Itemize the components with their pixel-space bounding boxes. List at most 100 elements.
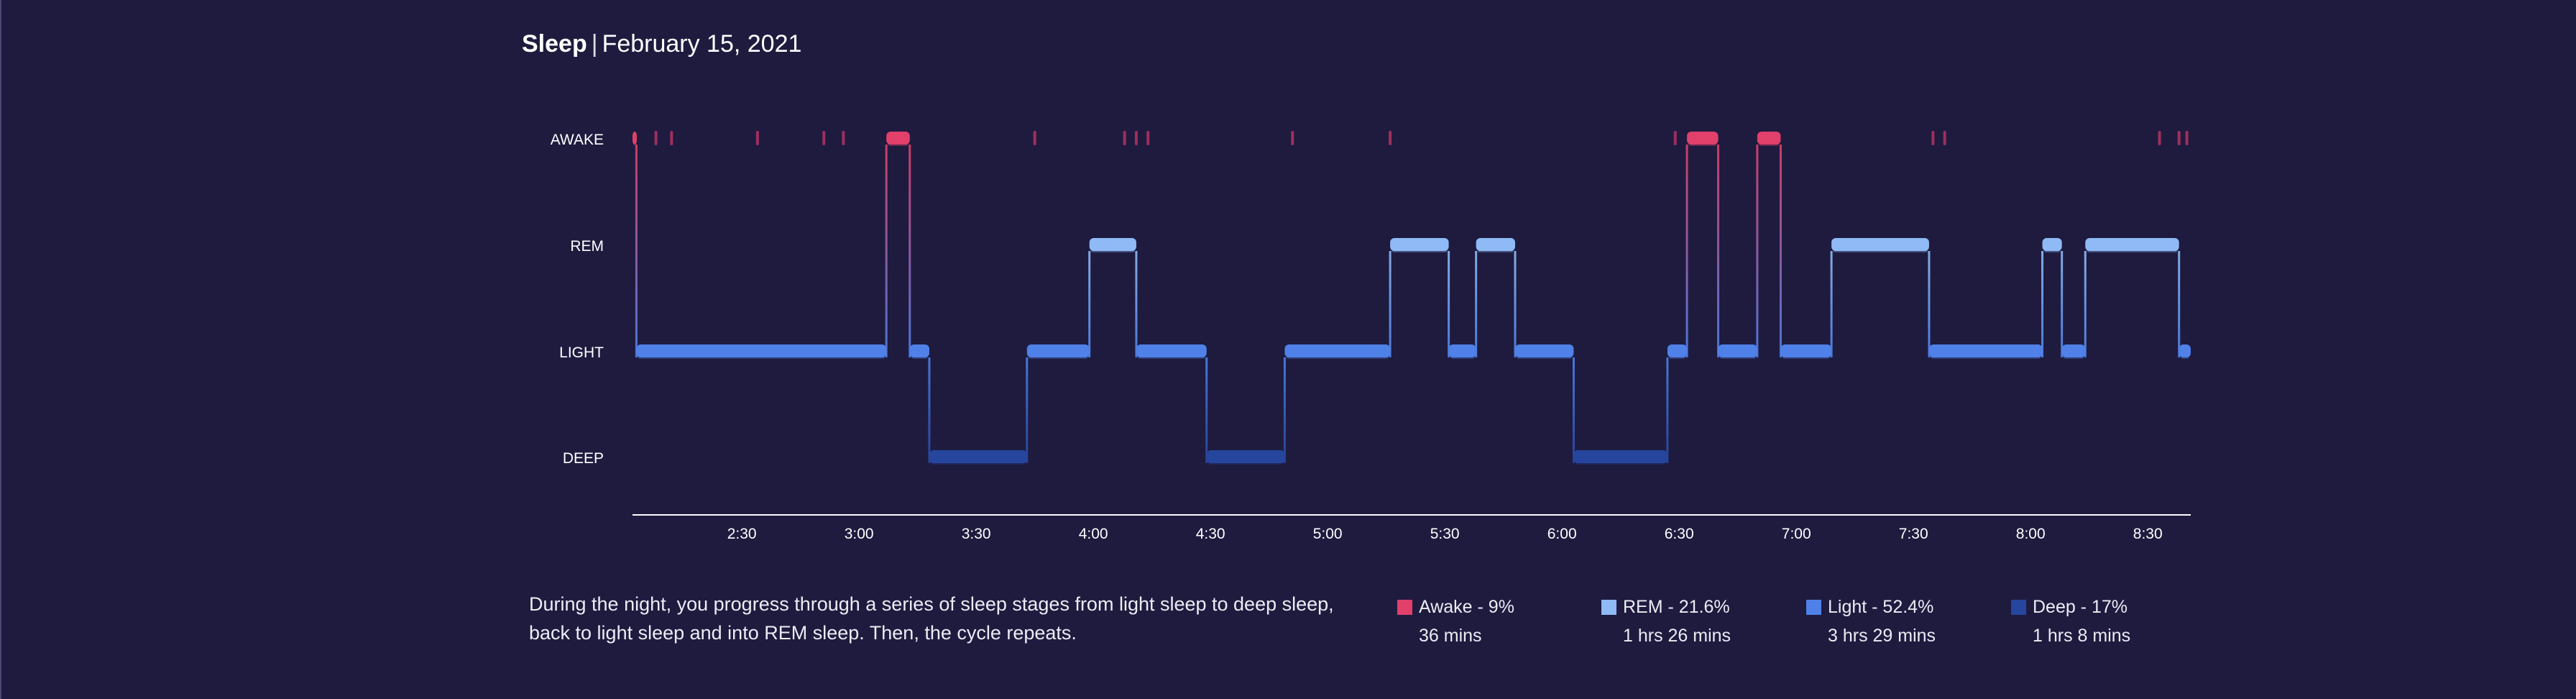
brief-awakening-tick (1146, 131, 1150, 145)
brief-awakening-tick (1134, 131, 1138, 145)
stage-bar-light (1514, 344, 1574, 357)
stage-bar-awake (1687, 132, 1719, 145)
x-tick-label: 7:00 (1782, 526, 1811, 542)
stage-bar-shadow (1028, 355, 1088, 359)
x-tick-label: 3:00 (845, 526, 874, 542)
legend-duration-light: 3 hrs 29 mins (1828, 626, 1936, 646)
stage-transition (1088, 251, 1091, 357)
brief-awakening-tick (1931, 131, 1935, 145)
stage-bar-rem (1831, 238, 1929, 251)
stage-bar-shadow (1450, 355, 1475, 359)
stage-transition (2084, 251, 2087, 357)
legend-duration-awake: 36 mins (1419, 626, 1482, 646)
stage-transition (1448, 251, 1450, 357)
stage-transition (1666, 357, 1669, 463)
stage-transition (1283, 357, 1286, 463)
x-tick-label: 2:30 (727, 526, 757, 542)
stage-bar-shadow (1930, 355, 2041, 359)
stage-transition (1779, 145, 1782, 357)
stage-bar-rem (2085, 238, 2179, 251)
stage-transition (2041, 251, 2044, 357)
brief-awakening-tick (2158, 131, 2161, 145)
brief-awakening-tick (654, 131, 658, 145)
stage-transition (1389, 251, 1392, 357)
stage-bar-light (1284, 344, 1391, 357)
stage-bar-shadow (2180, 355, 2189, 359)
y-label-deep: DEEP (563, 450, 604, 467)
stage-transition (1475, 251, 1478, 357)
brief-awakening-tick (755, 131, 759, 145)
x-tick-label: 7:30 (1899, 526, 1928, 542)
stage-bar-shadow (888, 142, 908, 146)
x-tick-label: 8:00 (2016, 526, 2046, 542)
stage-transition (1830, 251, 1833, 357)
page-title: Sleep | February 15, 2021 (522, 27, 801, 60)
stage-bar-light (1928, 344, 2043, 357)
stage-bar-shadow (1208, 460, 1284, 465)
stage-transition (1205, 357, 1208, 463)
stage-bar-shadow (2063, 355, 2084, 359)
brief-awakening-tick (1673, 131, 1677, 145)
x-tick-label: 6:30 (1665, 526, 1694, 542)
stage-transition (1685, 145, 1688, 357)
x-tick-label: 6:00 (1547, 526, 1577, 542)
brief-awakening-tick (670, 131, 673, 145)
stage-bar-awake (1757, 132, 1781, 145)
legend-label-rem: REM - 21.6% (1623, 597, 1730, 617)
stage-transition (1756, 145, 1759, 357)
brief-awakening-tick (842, 131, 845, 145)
stage-bar-awake (886, 132, 910, 145)
stage-bar-rem (2042, 238, 2062, 251)
stage-transition (1717, 145, 1720, 357)
legend-swatch-rem (1601, 600, 1616, 615)
stage-bar-shadow (2043, 248, 2061, 252)
brief-awakening-tick (1389, 131, 1392, 145)
stage-bar-deep (1573, 450, 1668, 463)
stage-bar-light (1026, 344, 1090, 357)
stage-transition (2178, 251, 2181, 357)
x-tick-label: 4:00 (1079, 526, 1108, 542)
legend-duration-deep: 1 hrs 8 mins (2033, 626, 2131, 646)
x-tick-label: 4:30 (1196, 526, 1225, 542)
stage-bar-shadow (911, 355, 928, 359)
stage-bar-light (1667, 344, 1688, 357)
stage-bar-light (1448, 344, 1476, 357)
brief-awakening-tick (2185, 131, 2189, 145)
stage-bar-light (636, 344, 887, 357)
stage-bar-rem (1390, 238, 1449, 251)
stage-bar-shadow (1516, 355, 1573, 359)
legend-swatch-awake (1397, 600, 1412, 615)
stage-bar-light (2061, 344, 2086, 357)
stage-bar-shadow (2087, 248, 2178, 252)
stage-bar-shadow (1090, 248, 1135, 252)
stage-transition (885, 145, 888, 357)
stage-bar-shadow (634, 142, 635, 146)
legend-swatch-deep (2011, 600, 2026, 615)
stage-bar-deep (1206, 450, 1285, 463)
stage-bar-rem (1476, 238, 1515, 251)
stage-transition (1135, 251, 1138, 357)
stage-bar-shadow (1833, 248, 1928, 252)
chart-description: During the night, you progress through a… (529, 593, 1334, 644)
stage-bar-shadow (930, 460, 1026, 465)
title-separator: | (591, 30, 598, 58)
title-text: Sleep (522, 30, 587, 58)
y-label-awake: AWAKE (551, 132, 604, 148)
stage-bar-shadow (1719, 355, 1756, 359)
stage-bar-shadow (1392, 248, 1448, 252)
stage-transition (1572, 357, 1575, 463)
brief-awakening-tick (1943, 131, 1946, 145)
stage-transition (635, 145, 638, 357)
stage-transition (928, 357, 931, 463)
stage-bar-shadow (1477, 248, 1514, 252)
legend-label-awake: Awake - 9% (1419, 597, 1514, 617)
brief-awakening-tick (1033, 131, 1036, 145)
y-label-light: LIGHT (559, 344, 604, 361)
stage-bar-rem (1089, 238, 1136, 251)
stage-bar-shadow (1782, 355, 1831, 359)
stage-bar-awake (632, 132, 637, 145)
legend-swatch-light (1806, 600, 1821, 615)
stage-bar-light (1136, 344, 1207, 357)
stage-bar-deep (929, 450, 1027, 463)
